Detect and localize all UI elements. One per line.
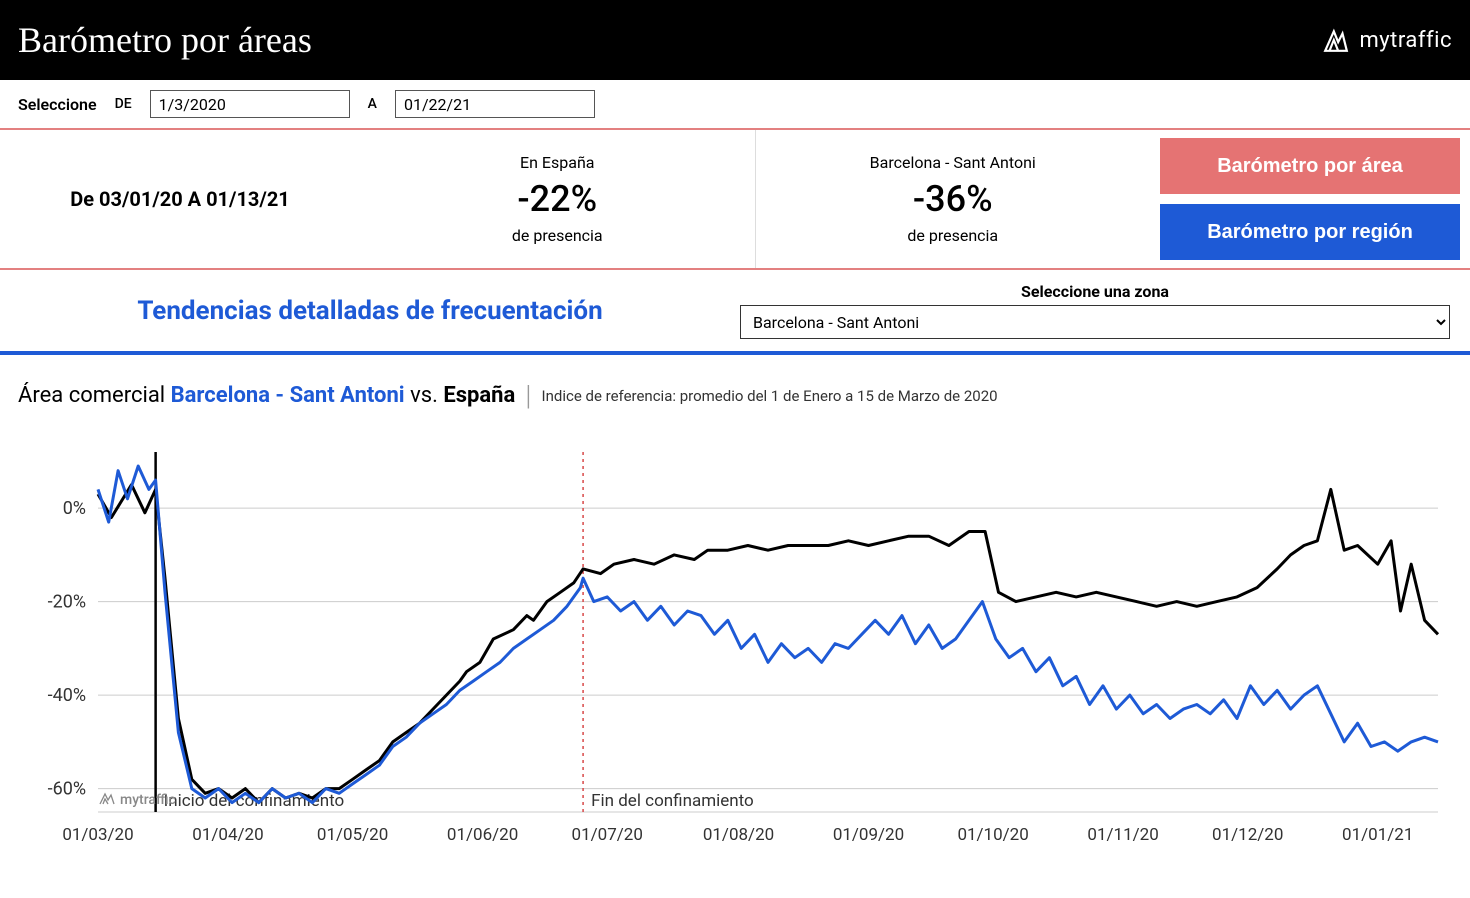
brand-logo: mytraffic xyxy=(1323,27,1452,53)
chart-area-name: Barcelona - Sant Antoni xyxy=(171,383,405,408)
line-chart: 0% -20% -40% -60% 01/03/20 01/04/20 01/05/20 01… xyxy=(18,432,1452,872)
trends-title: Tendencias detalladas de frecuentación xyxy=(0,282,740,340)
svg-text:01/08/20: 01/08/20 xyxy=(703,825,774,845)
stat-country-label: En España xyxy=(520,153,594,172)
select-label: Seleccione xyxy=(18,95,97,114)
svg-text:01/04/20: 01/04/20 xyxy=(192,825,263,845)
brand-text: mytraffic xyxy=(1359,28,1452,53)
zone-picker: Seleccione una zona Barcelona - Sant Ant… xyxy=(740,276,1470,345)
svg-text:mytraffic: mytraffic xyxy=(120,792,176,808)
date-to-input[interactable] xyxy=(395,90,595,118)
svg-text:-40%: -40% xyxy=(48,685,86,706)
svg-text:-20%: -20% xyxy=(48,592,86,613)
trends-row: Tendencias detalladas de frecuentación S… xyxy=(0,270,1470,355)
btn-barometer-area[interactable]: Barómetro por área xyxy=(1160,138,1460,194)
svg-text:Fin del confinamiento: Fin del confinamiento xyxy=(591,791,754,811)
stat-country-sub: de presencia xyxy=(512,226,603,245)
btn-barometer-region[interactable]: Barómetro por región xyxy=(1160,204,1460,260)
chart-container: 0% -20% -40% -60% 01/03/20 01/04/20 01/05/20 01… xyxy=(0,412,1470,882)
stat-area-sub: de presencia xyxy=(907,226,998,245)
svg-text:01/06/20: 01/06/20 xyxy=(447,825,518,845)
svg-text:01/07/20: 01/07/20 xyxy=(572,825,643,845)
svg-text:01/09/20: 01/09/20 xyxy=(833,825,904,845)
page-title: Barómetro por áreas xyxy=(18,19,312,61)
svg-text:01/01/21: 01/01/21 xyxy=(1342,825,1413,845)
to-label: A xyxy=(368,96,377,112)
svg-text:-60%: -60% xyxy=(48,779,86,800)
summary-range: De 03/01/20 A 01/13/21 xyxy=(0,130,360,268)
chart-separator: | xyxy=(525,379,531,412)
svg-text:01/11/20: 01/11/20 xyxy=(1087,825,1158,845)
svg-text:0%: 0% xyxy=(63,498,86,519)
date-range-row: Seleccione DE A xyxy=(0,80,1470,130)
chart-country: España xyxy=(443,383,515,408)
chart-reference: Indice de referencia: promedio del 1 de … xyxy=(542,387,998,405)
header-bar: Barómetro por áreas mytraffic xyxy=(0,0,1470,80)
zone-label: Seleccione una zona xyxy=(740,282,1450,301)
stat-area-value: -36% xyxy=(913,178,993,220)
summary-row: De 03/01/20 A 01/13/21 En España -22% de… xyxy=(0,130,1470,270)
stat-area: Barcelona - Sant Antoni -36% de presenci… xyxy=(755,130,1151,268)
stat-country-value: -22% xyxy=(517,178,597,220)
svg-text:01/03/20: 01/03/20 xyxy=(62,825,133,845)
chart-prefix: Área comercial xyxy=(18,383,171,408)
date-from-input[interactable] xyxy=(150,90,350,118)
zone-select[interactable]: Barcelona - Sant Antoni xyxy=(740,305,1450,339)
from-label: DE xyxy=(115,96,132,112)
chart-vs: vs. xyxy=(405,383,444,408)
chart-header: Área comercial Barcelona - Sant Antoni v… xyxy=(0,355,1470,412)
mode-buttons: Barómetro por área Barómetro por región xyxy=(1150,130,1470,268)
mytraffic-icon xyxy=(1323,27,1349,53)
stat-country: En España -22% de presencia xyxy=(360,130,755,268)
svg-text:01/10/20: 01/10/20 xyxy=(957,825,1028,845)
svg-text:01/05/20: 01/05/20 xyxy=(317,825,388,845)
svg-text:01/12/20: 01/12/20 xyxy=(1212,825,1283,845)
stat-area-label: Barcelona - Sant Antoni xyxy=(870,153,1036,172)
